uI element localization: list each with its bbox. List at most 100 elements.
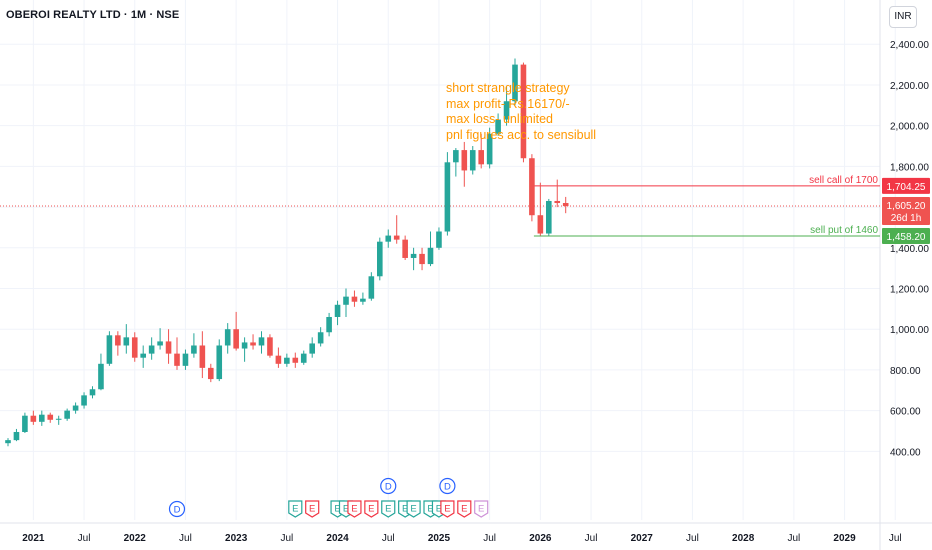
- candle-body: [351, 296, 358, 302]
- candle: [140, 345, 146, 368]
- dividend-letter: D: [174, 505, 181, 516]
- candle: [13, 428, 20, 442]
- time-tick-label: Jul: [78, 533, 91, 544]
- candle-body: [436, 231, 442, 248]
- candle: [123, 324, 130, 354]
- candle-body: [89, 389, 96, 396]
- time-tick-label: Jul: [686, 533, 699, 544]
- time-tick-label: Jul: [889, 533, 902, 544]
- price-line-call[interactable]: sell call of 1700 1,704.25: [533, 175, 930, 194]
- candle: [98, 353, 104, 391]
- earnings-shape: [288, 500, 303, 518]
- earnings-marker[interactable]: E: [457, 500, 472, 518]
- candle: [174, 337, 180, 370]
- candle: [89, 386, 96, 399]
- candle: [326, 312, 332, 337]
- candle: [469, 146, 476, 175]
- candle: [562, 196, 569, 214]
- candle: [22, 412, 28, 434]
- candle-body: [5, 440, 11, 444]
- candle-body: [182, 353, 189, 366]
- candle-body: [326, 316, 332, 333]
- candle: [385, 229, 392, 248]
- candle-body: [55, 418, 62, 420]
- earnings-marker[interactable]: E: [440, 500, 455, 518]
- price-tick-label: 2,400.00: [890, 40, 929, 51]
- time-tick-label: Jul: [382, 533, 395, 544]
- candle: [30, 410, 37, 425]
- currency-selector[interactable]: INR: [889, 6, 917, 28]
- time-tick-label: 2029: [833, 533, 856, 544]
- dividend-circle: [380, 477, 397, 495]
- candle: [267, 334, 273, 358]
- candle: [503, 86, 510, 126]
- price-line-put[interactable]: sell put of 1460 1,458.20: [533, 225, 930, 244]
- strategy-note-line: short strangle strategy: [446, 81, 570, 95]
- candle: [5, 438, 11, 447]
- earnings-marker[interactable]: E: [474, 500, 489, 518]
- price-tick-label: 1,800.00: [890, 162, 929, 173]
- candle: [402, 235, 408, 260]
- earnings-marker[interactable]: E: [406, 500, 421, 518]
- candle-body: [554, 200, 561, 204]
- candle-body: [562, 203, 569, 207]
- earnings-shape: [305, 500, 320, 518]
- candle-body: [486, 133, 493, 165]
- earnings-marker[interactable]: E: [305, 500, 320, 518]
- candle: [275, 347, 282, 368]
- candle-body: [174, 353, 180, 366]
- earnings-shape: [406, 500, 421, 518]
- dividend-marker[interactable]: D: [168, 500, 186, 518]
- earnings-marker[interactable]: E: [347, 500, 362, 518]
- candle-body: [334, 304, 341, 317]
- strategy-note-line: pnl figures acc. to sensibull: [446, 127, 597, 142]
- candle: [182, 349, 189, 370]
- earnings-marker[interactable]: E: [288, 500, 303, 518]
- earnings-letter: E: [444, 504, 450, 515]
- candle: [258, 331, 265, 354]
- candle-body: [385, 235, 392, 242]
- earnings-shape: [381, 500, 396, 518]
- price-line-label: sell call of 1700: [809, 175, 878, 186]
- candle: [343, 288, 349, 317]
- dividend-marker[interactable]: D: [439, 477, 456, 495]
- price-tick-label: 1,000.00: [890, 325, 929, 336]
- candle: [300, 350, 307, 365]
- symbol-title: OBEROI REALTY LTD · 1M · NSE: [6, 9, 180, 21]
- time-axis[interactable]: 2021 Jul 2022 Jul 2023 Jul 2024 Jul 2025 Jul 2026 J…: [22, 533, 932, 544]
- candle-body: [72, 405, 79, 411]
- candle: [81, 392, 87, 409]
- earnings-letter: E: [402, 504, 408, 515]
- earnings-marker[interactable]: E: [364, 500, 379, 518]
- earnings-letter: E: [385, 504, 391, 515]
- earnings-letter: E: [351, 504, 357, 515]
- candle: [233, 311, 239, 351]
- candle: [224, 323, 231, 354]
- candle: [106, 331, 113, 366]
- candle: [131, 332, 138, 362]
- earnings-letter: E: [343, 504, 349, 515]
- price-tick-label: 1,400.00: [890, 244, 929, 255]
- candle: [419, 247, 425, 271]
- candle: [461, 141, 468, 187]
- dividend-letter: D: [444, 482, 451, 493]
- time-tick-label: 2022: [124, 533, 147, 544]
- candle: [292, 352, 299, 368]
- candle-body: [343, 296, 349, 305]
- price-axis[interactable]: 400.00 600.00 800.00 1,000.00 1,200.00 1,400.…: [890, 40, 929, 458]
- dividend-marker[interactable]: D: [380, 477, 397, 495]
- earnings-marker[interactable]: E: [381, 500, 396, 518]
- candle: [520, 62, 527, 163]
- dividend-letter: D: [385, 482, 392, 493]
- candle: [478, 133, 484, 169]
- candle: [39, 410, 45, 426]
- candle-body: [98, 363, 104, 390]
- event-markers[interactable]: D E E E E E EDE E E E EDE E E: [168, 477, 489, 518]
- candle-body: [393, 235, 400, 240]
- candle-body: [30, 415, 37, 422]
- candle-body: [250, 342, 256, 346]
- candle: [216, 339, 223, 382]
- candle: [317, 327, 324, 347]
- price-line-tag: [882, 177, 930, 194]
